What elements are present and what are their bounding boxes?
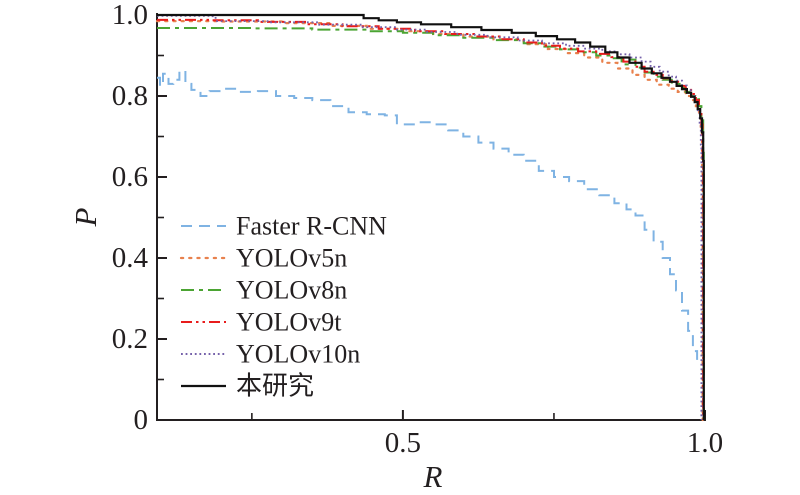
x-axis-label: R	[423, 459, 443, 494]
legend-label-5: YOLOv10n	[236, 340, 360, 369]
series-line-4	[157, 18, 705, 420]
y-tick-label: 0	[134, 404, 149, 436]
series-line-2	[155, 20, 704, 422]
axis-spines	[156, 13, 706, 421]
y-axis-label: P	[68, 207, 103, 227]
y-tick-label: 0.6	[112, 161, 148, 193]
y-tick-label: 0.2	[112, 323, 148, 355]
x-tick-label: 0.5	[385, 427, 421, 459]
legend-label-6: 本研究	[236, 372, 314, 401]
legend-label-3: YOLOv8n	[236, 276, 347, 305]
legend-label-1: Faster R-CNN	[236, 212, 387, 241]
y-tick-label: 0.8	[112, 80, 148, 112]
legend-label-2: YOLOv5n	[236, 244, 347, 273]
y-tick-label: 1.0	[112, 0, 148, 31]
x-tick-label: 1.0	[687, 427, 723, 459]
legend-label-4: YOLOv9t	[236, 308, 342, 337]
y-tick-label: 0.4	[112, 242, 149, 274]
series-line-6	[157, 13, 705, 420]
